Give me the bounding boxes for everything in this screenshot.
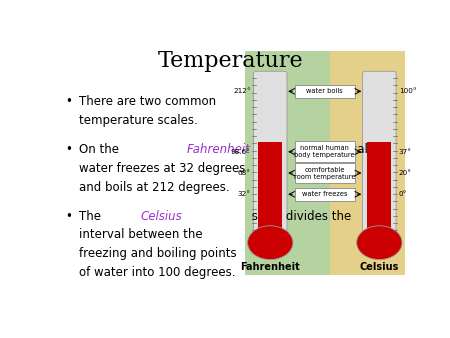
- Bar: [258, 142, 282, 237]
- Text: water freezes: water freezes: [302, 191, 347, 197]
- FancyBboxPatch shape: [294, 141, 355, 162]
- Text: water boils: water boils: [306, 88, 343, 94]
- Text: 37°: 37°: [399, 149, 412, 155]
- Text: of water into 100 degrees.: of water into 100 degrees.: [79, 266, 235, 279]
- FancyBboxPatch shape: [294, 85, 355, 98]
- Text: 212°: 212°: [233, 88, 251, 94]
- Text: •: •: [65, 210, 72, 223]
- Text: comfortable
room temperature: comfortable room temperature: [294, 167, 356, 179]
- FancyBboxPatch shape: [245, 51, 329, 275]
- Text: Celsius: Celsius: [360, 262, 399, 272]
- Circle shape: [357, 226, 402, 260]
- Circle shape: [248, 226, 293, 260]
- Text: and boils at 212 degrees.: and boils at 212 degrees.: [79, 180, 230, 194]
- FancyBboxPatch shape: [329, 51, 405, 275]
- Text: Celsius: Celsius: [140, 210, 182, 223]
- FancyBboxPatch shape: [294, 163, 355, 184]
- Text: 98.6°: 98.6°: [231, 149, 251, 155]
- Text: Fahrenheit: Fahrenheit: [187, 143, 251, 156]
- Text: Fahrenheit: Fahrenheit: [240, 262, 300, 272]
- Text: normal human
body temperature: normal human body temperature: [294, 145, 355, 158]
- Text: There are two common: There are two common: [79, 95, 216, 108]
- Text: scale,: scale,: [341, 143, 379, 156]
- Text: scale divides the: scale divides the: [248, 210, 352, 223]
- Text: freezing and boiling points: freezing and boiling points: [79, 247, 237, 260]
- Text: 20°: 20°: [399, 170, 412, 176]
- Text: Temperature: Temperature: [158, 50, 303, 72]
- Text: interval between the: interval between the: [79, 228, 202, 241]
- FancyBboxPatch shape: [363, 71, 396, 239]
- Text: 68°: 68°: [238, 170, 251, 176]
- Text: 100°: 100°: [399, 88, 417, 94]
- FancyBboxPatch shape: [294, 188, 355, 201]
- Bar: [368, 142, 391, 237]
- FancyBboxPatch shape: [253, 71, 287, 239]
- Text: 32°: 32°: [238, 191, 251, 197]
- Text: 0°: 0°: [399, 191, 407, 197]
- Text: temperature scales.: temperature scales.: [79, 114, 198, 127]
- Text: •: •: [65, 143, 72, 156]
- Text: On the: On the: [79, 143, 123, 156]
- Text: •: •: [65, 95, 72, 108]
- Text: water freezes at 32 degrees: water freezes at 32 degrees: [79, 162, 245, 175]
- Text: The: The: [79, 210, 105, 223]
